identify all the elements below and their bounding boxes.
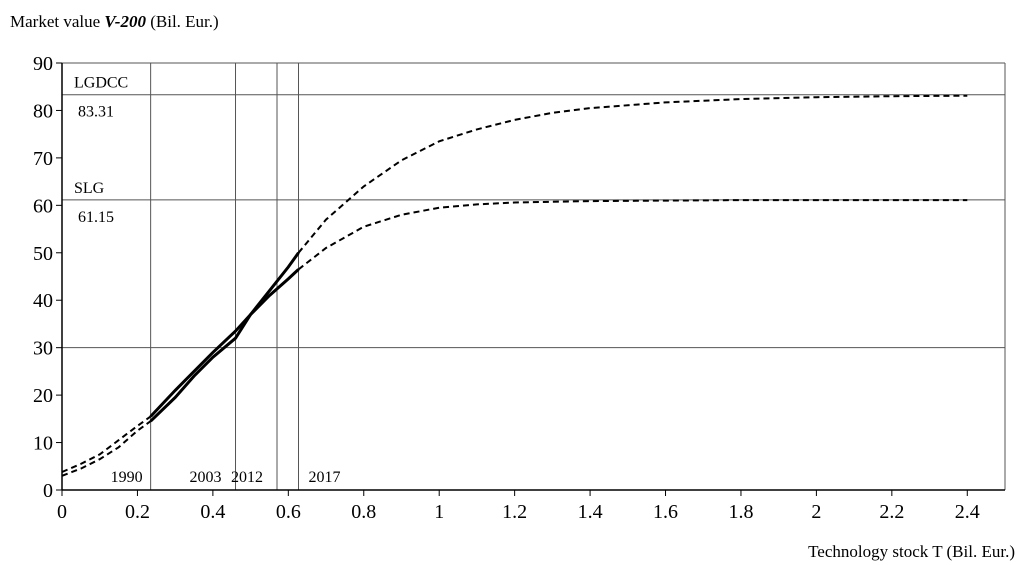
y-tick-label: 0 [43, 480, 53, 502]
x-tick-label: 1.4 [578, 501, 603, 523]
y-tick-label: 20 [33, 385, 53, 407]
x-tick-label: 0.2 [125, 501, 150, 523]
x-tick-label: 1.8 [728, 501, 753, 523]
asymptote-label: SLG [74, 180, 105, 197]
x-tick-label: 1.6 [653, 501, 678, 523]
x-tick-label: 0 [57, 501, 67, 523]
x-axis-label: Technology stock T (Bil. Eur.) [808, 542, 1015, 561]
year-marker-label: 2003 [190, 469, 222, 486]
annotations: LGDCC 83.31 SLG 61.15 1990 2003 2012 2017 [74, 75, 341, 486]
grid [62, 62, 1006, 490]
year-marker-label: 2012 [231, 469, 263, 486]
x-tick-label: 0.6 [276, 501, 301, 523]
x-tick-label: 1 [434, 501, 444, 523]
x-tick-label: 2.4 [955, 501, 980, 523]
asymptote-value-label: 61.15 [78, 209, 114, 226]
x-tick-label: 1.2 [502, 501, 527, 523]
y-tick-label: 90 [33, 53, 53, 75]
y-tick-label: 60 [33, 195, 53, 217]
year-marker-label: 1990 [111, 469, 143, 486]
asymptote-label: LGDCC [74, 75, 128, 92]
y-tick-label: 10 [33, 433, 53, 455]
series-line-dashed [61, 420, 152, 477]
axes: 0 10 20 30 40 50 60 70 80 90 0 0.2 0.4 0.6 0.8 1 1.2 1.4 1… [33, 53, 1005, 523]
asymptote-value-label: 83.31 [78, 104, 114, 121]
series-line-dashed [297, 94, 968, 254]
year-marker-label: 2017 [309, 469, 341, 486]
series-line-solid [149, 251, 300, 423]
y-axis-label: Market value V-200 (Bil. Eur.) [10, 12, 219, 31]
series-line-solid [149, 268, 300, 418]
x-tick-label: 0.4 [200, 501, 225, 523]
y-tick-label: 80 [33, 100, 53, 122]
y-tick-label: 50 [33, 243, 53, 265]
y-tick-label: 30 [33, 338, 53, 360]
x-tick-label: 0.8 [351, 501, 376, 523]
series-line-dashed [61, 415, 152, 473]
y-tick-label: 40 [33, 290, 53, 312]
series-line-dashed [297, 199, 968, 271]
curves [61, 94, 968, 477]
y-tick-label: 70 [33, 148, 53, 170]
x-tick-label: 2.2 [879, 501, 904, 523]
x-tick-label: 2 [811, 501, 821, 523]
